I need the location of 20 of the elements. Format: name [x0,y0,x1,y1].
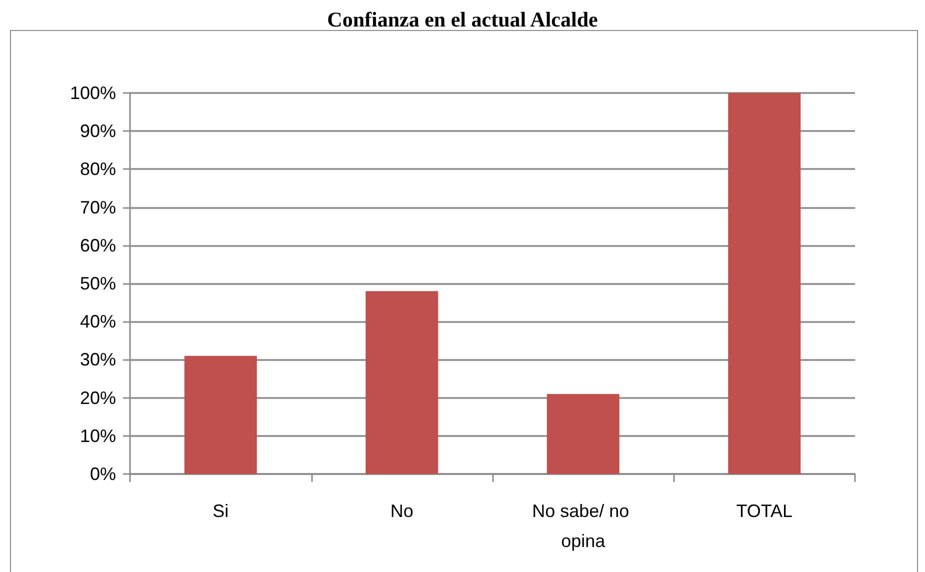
x-tick-label: TOTAL [736,501,793,521]
y-tick-label: 0% [90,464,116,484]
y-tick-label: 90% [80,121,116,142]
y-tick-label: 30% [80,350,116,370]
x-tick-label: Si [212,501,229,521]
y-tick-label: 80% [80,159,116,180]
x-tick-label: No [390,501,414,521]
y-tick-label: 20% [80,388,116,408]
chart-title: Confianza en el actual Alcalde [327,8,598,32]
bar [546,394,620,474]
y-tick-label: 40% [80,312,116,332]
bar [728,93,801,474]
y-tick-label: 10% [80,426,116,446]
y-tick-label: 50% [80,274,116,294]
x-tick-label: No sabe/ no opina [532,501,634,551]
bar [366,291,438,474]
y-tick-label: 70% [80,197,116,218]
bar [184,356,257,474]
y-tick-label: 100% [70,83,116,103]
y-tick-label: 60% [80,235,116,256]
